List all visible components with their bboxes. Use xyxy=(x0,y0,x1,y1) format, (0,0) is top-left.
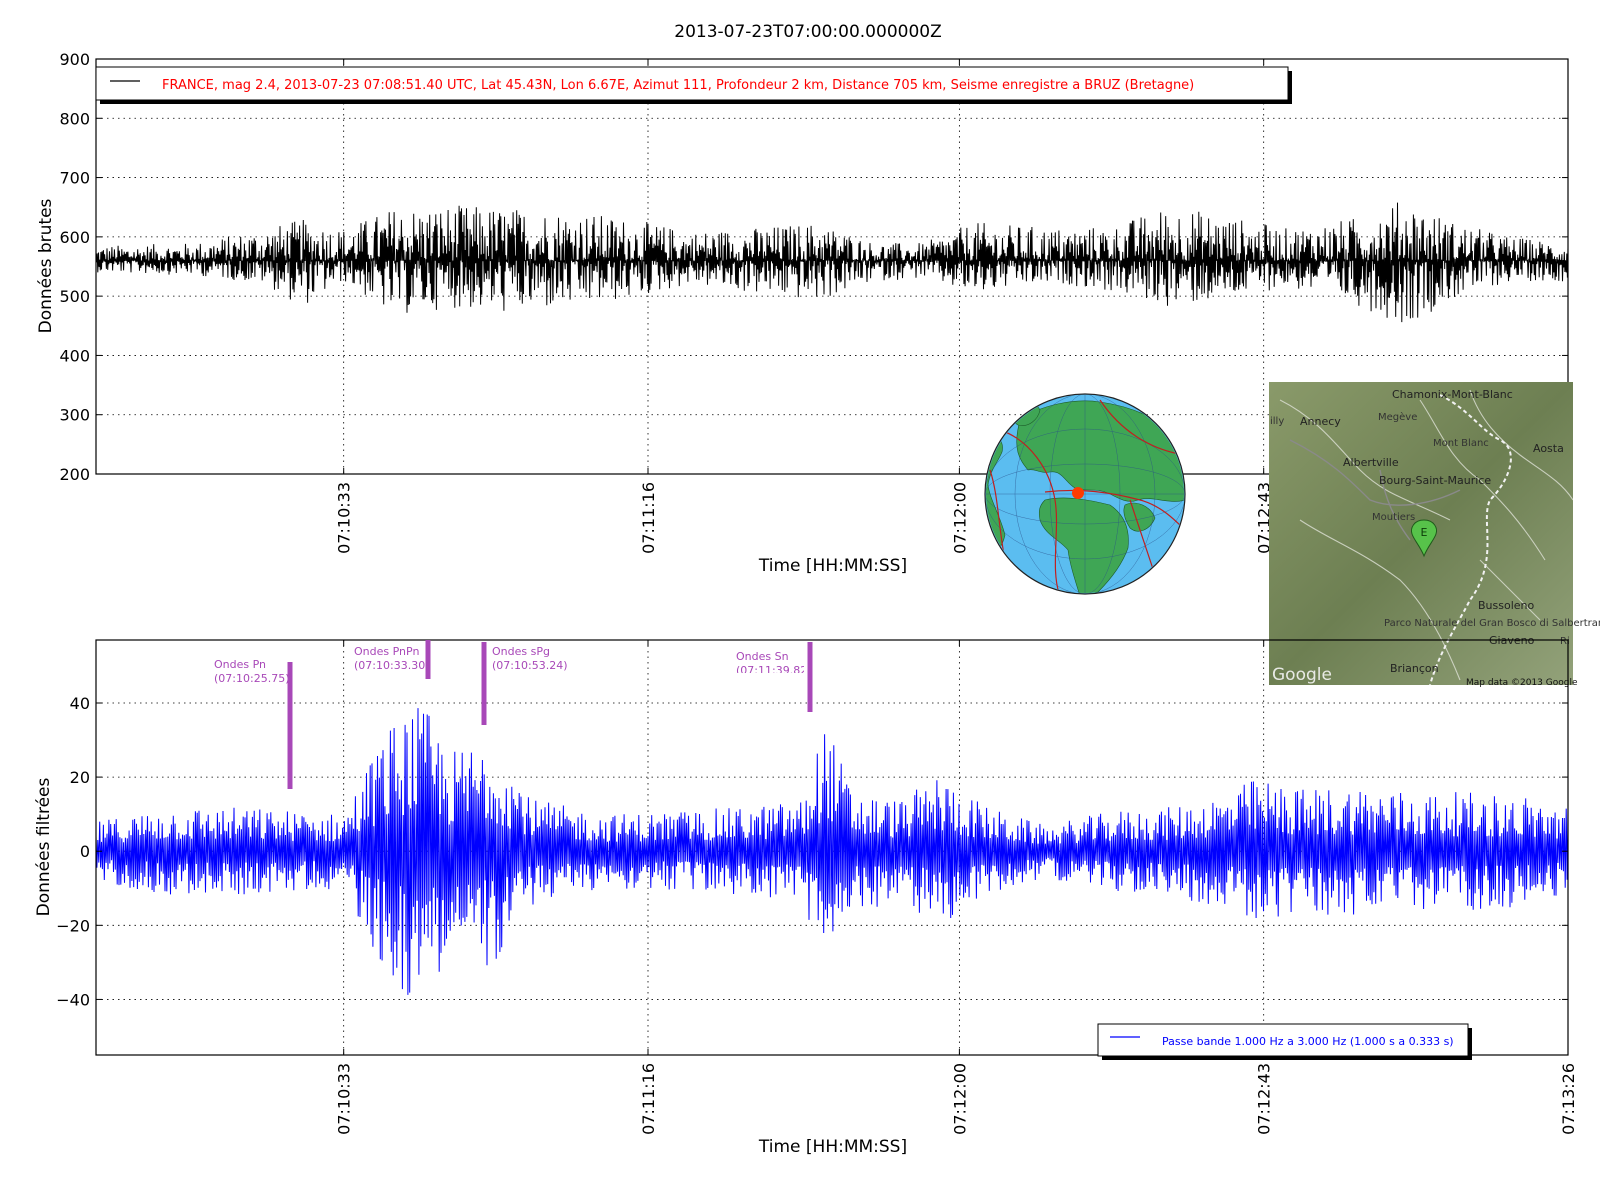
map-place-parco: Parco Naturale del Gran Bosco di Salbert… xyxy=(1384,618,1600,629)
filtered-legend-box xyxy=(1097,1023,1469,1057)
map-place-megeve: Megève xyxy=(1378,411,1417,423)
figure-title: 2013-07-23T07:00:00.000000Z xyxy=(674,22,941,42)
raw-trace-line xyxy=(96,202,1568,323)
globe-inset xyxy=(984,393,1186,595)
filtered-axes-frame xyxy=(95,639,1569,1056)
y-tick-label: 0 xyxy=(80,842,90,861)
phase-pnpn-name: Ondes PnPn xyxy=(354,645,419,658)
y-tick-label: 600 xyxy=(59,228,90,247)
filtered-y-axis-label: Données filtrées xyxy=(34,778,54,917)
map-place-aosta: Aosta xyxy=(1533,442,1564,455)
raw-legend-box xyxy=(95,66,1289,101)
phase-sn: Ondes Sn (07:11:39.82) xyxy=(736,642,813,712)
y-tick-label: −20 xyxy=(56,916,90,935)
phase-pn-time: (07:10:25.75) xyxy=(214,672,289,685)
filtered-legend: Passe bande 1.000 Hz a 3.000 Hz (1.000 s… xyxy=(1097,1023,1472,1060)
map-google-logo: Google xyxy=(1272,665,1332,685)
map-place-edge-left: illy xyxy=(1270,416,1284,427)
raw-x-axis-label: Time [HH:MM:SS] xyxy=(758,556,907,576)
phase-pnpn-time: (07:10:33.30) xyxy=(354,659,429,672)
phase-spg: Ondes sPg (07:10:53.24) xyxy=(481,642,567,725)
map-place-moutiers: Moutiers xyxy=(1372,512,1415,523)
x-tick-label: 07:11:16 xyxy=(639,1063,658,1135)
x-tick-label: 07:12:00 xyxy=(950,482,969,554)
map-marker-label: E xyxy=(1421,526,1428,539)
phase-sn-name: Ondes Sn xyxy=(736,650,789,663)
map-place-briancon: Briançon xyxy=(1390,662,1439,675)
x-tick-label: 07:12:43 xyxy=(1255,1063,1274,1135)
map-marker-icon: E xyxy=(1411,519,1437,558)
map-place-chamonix: Chamonix-Mont-Blanc xyxy=(1392,388,1513,401)
x-tick-label: 07:11:16 xyxy=(639,482,658,554)
phase-spg-time: (07:10:53.24) xyxy=(492,659,567,672)
filtered-legend-label: Passe bande 1.000 Hz a 3.000 Hz (1.000 s… xyxy=(1162,1035,1454,1048)
filtered-trace-line xyxy=(96,708,1568,995)
map-place-albertville: Albertville xyxy=(1343,456,1399,469)
raw-legend: FRANCE, mag 2.4, 2013-07-23 07:08:51.40 … xyxy=(95,66,1292,104)
map-place-mont-blanc: Mont Blanc xyxy=(1433,438,1489,449)
y-tick-label: 20 xyxy=(70,768,90,787)
filtered-x-ticks: 07:10:33 07:11:16 07:12:00 07:12:43 07:13:26 xyxy=(335,640,1578,1135)
globe-plate-boundaries xyxy=(989,399,1184,593)
y-tick-label: 400 xyxy=(59,346,90,365)
map-attribution: Map data ©2013 Google xyxy=(1466,678,1578,688)
y-tick-label: 900 xyxy=(59,50,90,69)
map-borders xyxy=(1429,394,1512,685)
raw-data-axes: 200 300 400 500 600 700 800 900 07:10:33 07:11:1… xyxy=(36,50,1569,576)
raw-y-ticks: 200 300 400 500 600 700 800 900 xyxy=(59,50,1568,484)
x-tick-label: 07:12:43 xyxy=(1255,482,1274,554)
x-tick-label: 07:13:26 xyxy=(1559,1063,1578,1135)
phase-pn: Ondes Pn (07:10:25.75) xyxy=(214,658,293,789)
globe-africa xyxy=(1038,497,1129,593)
y-tick-label: 800 xyxy=(59,109,90,128)
phase-sn-time: (07:11:39.82) xyxy=(736,664,811,677)
map-place-bussoleno: Bussoleno xyxy=(1478,599,1535,612)
map-roads xyxy=(1289,439,1461,541)
map-place-edge-right: Ri xyxy=(1560,636,1570,647)
y-tick-label: 40 xyxy=(70,694,90,713)
raw-axes-frame xyxy=(95,58,1569,475)
y-tick-label: −40 xyxy=(56,990,90,1009)
phase-markers: Ondes Pn (07:10:25.75) Ondes PnPn (07:10… xyxy=(214,640,813,789)
x-tick-label: 07:10:33 xyxy=(335,482,354,554)
raw-x-ticks: 07:10:33 07:11:16 07:12:00 07:12:43 xyxy=(335,59,1274,554)
phase-sn-time-clip: (07:11:39.82) xyxy=(736,664,811,677)
x-tick-label: 07:12:00 xyxy=(950,1063,969,1135)
y-tick-label: 500 xyxy=(59,287,90,306)
epicenter-star-icon xyxy=(1072,487,1084,499)
raw-y-axis-label: Données brutes xyxy=(36,198,56,333)
map-place-bourg-saint-maurice: Bourg-Saint-Maurice xyxy=(1379,474,1491,487)
map-inset: Chamonix-Mont-Blanc Annecy Megève Mont B… xyxy=(1269,382,1600,688)
y-tick-label: 300 xyxy=(59,406,90,425)
phase-pn-name: Ondes Pn xyxy=(214,658,266,671)
globe-arabia xyxy=(1123,502,1156,532)
map-place-annecy: Annecy xyxy=(1300,415,1341,428)
x-tick-label: 07:10:33 xyxy=(335,1063,354,1135)
phase-pnpn: Ondes PnPn (07:10:33.30) xyxy=(354,640,431,679)
filtered-x-axis-label: Time [HH:MM:SS] xyxy=(758,1137,907,1157)
globe-graticule xyxy=(986,395,1184,593)
y-tick-label: 200 xyxy=(59,465,90,484)
phase-spg-name: Ondes sPg xyxy=(492,645,550,658)
y-tick-label: 700 xyxy=(59,169,90,188)
filtered-y-ticks: −40 −20 0 20 40 xyxy=(56,694,1568,1009)
raw-legend-label: FRANCE, mag 2.4, 2013-07-23 07:08:51.40 … xyxy=(162,78,1194,93)
